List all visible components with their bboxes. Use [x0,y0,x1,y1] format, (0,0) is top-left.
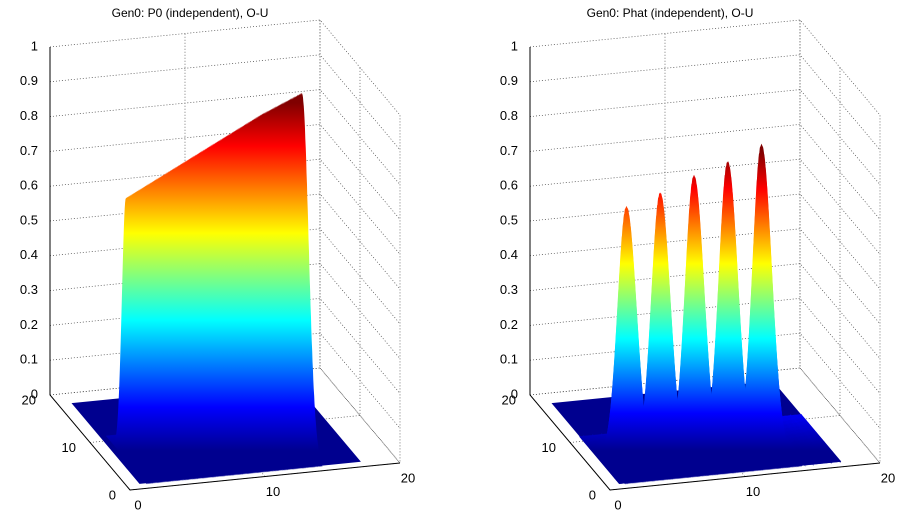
surface-slice [796,414,838,463]
surface-slice [788,415,830,464]
z-tick-label: 0.5 [20,212,38,227]
y-tick-label: 20 [22,392,36,407]
z-grid-line [529,228,881,325]
x-tick-label: 0 [134,497,141,512]
surface-slice [794,414,835,463]
surface-plot: Gen0: Phat (independent), O-U 0 0.1 0.2 0.3 0… [500,6,895,512]
z-tick-label: 1 [511,38,518,53]
surface-slice [779,416,821,465]
surface-slice [105,197,147,485]
z-tick-label: 0.4 [500,247,518,262]
surface-slice [791,414,833,463]
surface-slice [789,415,831,464]
z-grid-line [529,124,881,220]
chart-title: Gen0: Phat (independent), O-U [587,6,754,20]
axis-line [529,47,881,491]
surface-slice [580,436,621,485]
surface-slice [793,414,835,463]
surface-slice [787,415,829,464]
z-grid-line [49,54,401,151]
surface-slice [778,416,819,465]
surface-slice [784,415,826,464]
x-tick-label: 20 [401,470,415,485]
surface-slice [792,414,834,463]
z-tick-label: 0.7 [500,143,518,158]
x-tick-label: 10 [746,484,760,499]
z-grid-line [529,89,881,185]
surface-slice [790,414,832,464]
surface-slice [579,436,620,485]
surface-slice [782,415,824,464]
z-grid-line [529,193,881,290]
z-tick-label: 0.5 [500,212,518,227]
chart-title: Gen0: P0 (independent), O-U [112,6,269,20]
z-grid-line [49,89,401,185]
y-tick-label: 0 [589,487,596,502]
surface-slice [796,414,837,463]
z-tick-label: 0.8 [20,108,38,123]
z-grid-line [49,124,401,220]
z-tick-label: 0.7 [20,143,38,158]
z-grid-line [529,54,881,151]
z-tick-label: 0.9 [20,73,38,88]
x-tick-label: 10 [266,484,280,499]
axis-line [49,47,401,491]
z-tick-label: 0 [511,386,518,401]
z-tick-label: 0 [31,386,38,401]
z-tick-label: 0.9 [500,73,518,88]
surface-slice [797,414,839,463]
z-tick-label: 0.4 [20,247,38,262]
surface-slice [781,414,823,464]
surface-slice [798,414,840,463]
z-tick-label: 0.8 [500,108,518,123]
z-tick-label: 0.2 [500,317,518,332]
z-tick-label: 1 [31,38,38,53]
z-grid-line [49,158,401,255]
surface-slice [777,416,818,465]
y-tick-label: 0 [109,487,116,502]
surface-slice [795,414,836,463]
surface-slice [799,414,841,463]
surface-slice [786,415,827,464]
z-tick-label: 0.1 [500,352,518,367]
z-grid-line [49,19,401,116]
y-tick-label: 20 [502,392,516,407]
surface-slice [780,415,822,464]
surface-slice [787,415,828,464]
surface-slice [778,416,820,465]
z-tick-label: 0.1 [20,352,38,367]
surface-slice [800,414,842,463]
z-grid-line [529,19,881,116]
z-tick-label: 0.6 [20,178,38,193]
surface-slice [785,415,826,464]
z-tick-label: 0.3 [500,282,518,297]
surface-plot: Gen0: P0 (independent), O-U 0 0.1 0.2 0.3 0.4… [20,6,415,512]
y-tick-label: 10 [62,440,76,455]
x-tick-label: 0 [614,497,621,512]
x-tick-label: 20 [881,470,895,485]
surface-slice [783,415,825,464]
z-tick-label: 0.2 [20,317,38,332]
z-tick-label: 0.6 [500,178,518,193]
y-tick-label: 10 [542,440,556,455]
z-grid-line [529,158,881,255]
z-tick-label: 0.3 [20,282,38,297]
